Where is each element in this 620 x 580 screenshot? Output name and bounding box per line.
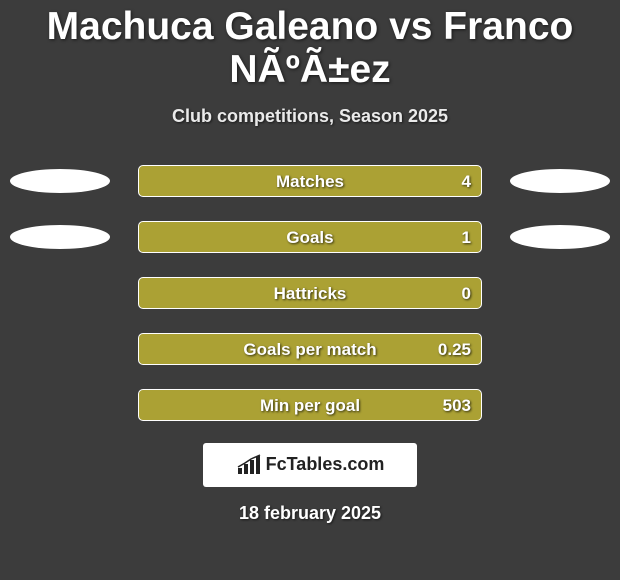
source-logo: FcTables.com (203, 443, 417, 487)
stat-bar: Min per goal 503 (138, 389, 482, 421)
logo-text: FcTables.com (266, 454, 385, 475)
stat-value: 503 (443, 396, 471, 416)
stat-label: Min per goal (139, 396, 481, 416)
stat-bar: Goals 1 (138, 221, 482, 253)
stat-bar: Hattricks 0 (138, 277, 482, 309)
stat-label: Goals per match (139, 340, 481, 360)
stat-label: Matches (139, 172, 481, 192)
stat-bar: Goals per match 0.25 (138, 333, 482, 365)
left-ellipse (10, 169, 110, 193)
right-ellipse (510, 225, 610, 249)
stat-row: Min per goal 503 (0, 389, 620, 435)
bars-icon (236, 454, 262, 476)
right-ellipse (510, 169, 610, 193)
left-ellipse (10, 225, 110, 249)
stat-value: 0.25 (438, 340, 471, 360)
stat-row: Hattricks 0 (0, 277, 620, 323)
stat-row: Goals 1 (0, 221, 620, 267)
stat-label: Hattricks (139, 284, 481, 304)
stat-value: 0 (462, 284, 471, 304)
page-title: Machuca Galeano vs Franco NÃºÃ±ez (0, 0, 620, 92)
stat-row: Matches 4 (0, 165, 620, 211)
stat-value: 1 (462, 228, 471, 248)
date-text: 18 february 2025 (0, 503, 620, 524)
stat-label: Goals (139, 228, 481, 248)
stat-bar: Matches 4 (138, 165, 482, 197)
stat-row: Goals per match 0.25 (0, 333, 620, 379)
stat-value: 4 (462, 172, 471, 192)
page-subtitle: Club competitions, Season 2025 (0, 106, 620, 127)
